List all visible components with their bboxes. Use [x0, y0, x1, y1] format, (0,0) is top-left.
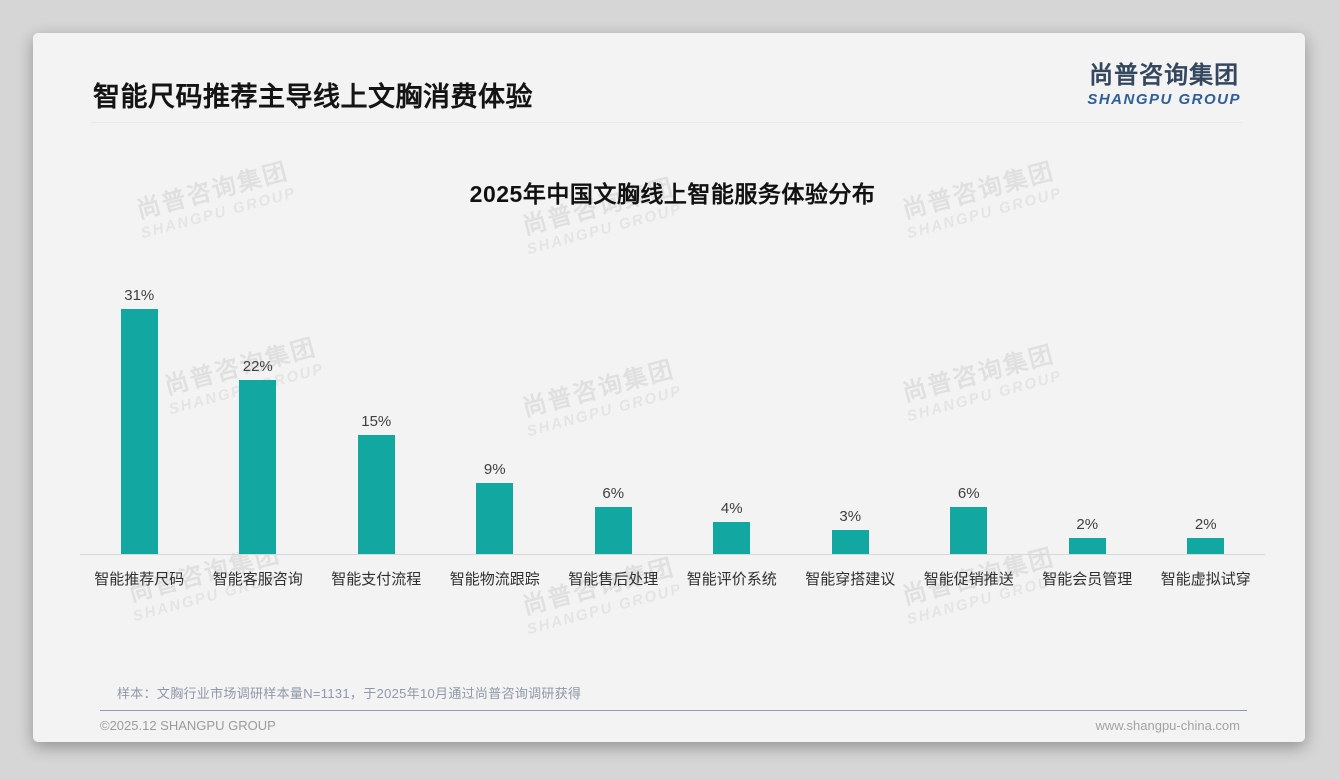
bar-slot: 4%: [673, 274, 792, 554]
bar-slot: 2%: [1028, 274, 1147, 554]
bar-value-label: 6%: [602, 485, 625, 502]
bar-value-label: 2%: [1076, 516, 1099, 533]
bar: [594, 507, 632, 554]
category-label: 智能评价系统: [686, 571, 777, 588]
bar: [950, 507, 988, 554]
bar-slot: 6%: [554, 274, 673, 554]
category-label: 智能客服咨询: [212, 571, 303, 588]
slide: 尚普咨询集团 SHANGPU GROUP 尚普咨询集团 SHANGPU GROUP …: [33, 33, 1305, 742]
footer-website: www.shangpu-china.com: [1095, 718, 1240, 733]
x-axis-labels: 智能推荐尺码 智能客服咨询 智能支付流程 智能物流跟踪 智能售后处理 智能评价系统 智能穿搭…: [80, 555, 1265, 589]
bar: [239, 380, 277, 554]
bar-value-label: 15%: [361, 413, 392, 430]
bar-value-label: 2%: [1194, 516, 1217, 533]
bar-value-label: 22%: [242, 358, 273, 375]
bar-slot: 3%: [791, 274, 910, 554]
company-logo-en: SHANGPU GROUP: [1087, 91, 1241, 108]
watermark-en: SHANGPU GROUP: [525, 200, 685, 259]
watermark-en: SHANGPU GROUP: [525, 580, 685, 639]
company-logo: 尚普咨询集团 SHANGPU GROUP: [1087, 55, 1241, 108]
category-label: 智能促销推送: [923, 571, 1014, 588]
bar-slot: 2%: [1147, 274, 1266, 554]
category-label: 智能支付流程: [331, 571, 422, 588]
page-title: 智能尺码推荐主导线上文胸消费体验: [93, 82, 533, 112]
bar-slot: 31%: [80, 274, 199, 554]
footer-divider: [100, 710, 1247, 711]
bar-chart: 31% 22% 15% 9% 6% 4% 3% 6% 2% 2% 智能推荐尺码 智能客服咨询 智能支付…: [80, 274, 1265, 589]
category-label: 智能物流跟踪: [449, 571, 540, 588]
bar-value-label: 6%: [957, 485, 980, 502]
bar-value-label: 4%: [720, 500, 743, 517]
bar: [1068, 538, 1106, 554]
title-underline: [91, 122, 1243, 123]
category-label: 智能会员管理: [1042, 571, 1133, 588]
footer-copyright: ©2025.12 SHANGPU GROUP: [100, 718, 276, 733]
bar-value-label: 3%: [839, 508, 862, 525]
bar: [831, 530, 869, 554]
bar: [120, 309, 158, 554]
bar-slot: 9%: [436, 274, 555, 554]
bar-slot: 15%: [317, 274, 436, 554]
company-logo-cn: 尚普咨询集团: [1089, 62, 1240, 89]
bar-chart-plot-area: 31% 22% 15% 9% 6% 4% 3% 6% 2% 2%: [80, 274, 1265, 554]
bar: [1187, 538, 1225, 554]
x-axis-line: [80, 554, 1265, 555]
category-label: 智能售后处理: [568, 571, 659, 588]
bar-value-label: 9%: [483, 461, 506, 478]
bar-slot: 22%: [199, 274, 318, 554]
bar: [713, 522, 751, 554]
category-label: 智能穿搭建议: [805, 571, 896, 588]
bar: [476, 483, 514, 554]
chart-title: 2025年中国文胸线上智能服务体验分布: [469, 181, 876, 207]
category-label: 智能推荐尺码: [94, 571, 185, 588]
bar: [357, 435, 395, 554]
bar-slot: 6%: [910, 274, 1029, 554]
bar-value-label: 31%: [124, 287, 155, 304]
source-note: 样本：文胸行业市场调研样本量N=1131，于2025年10月通过尚普咨询调研获得: [117, 686, 582, 701]
category-label: 智能虚拟试穿: [1160, 571, 1251, 588]
